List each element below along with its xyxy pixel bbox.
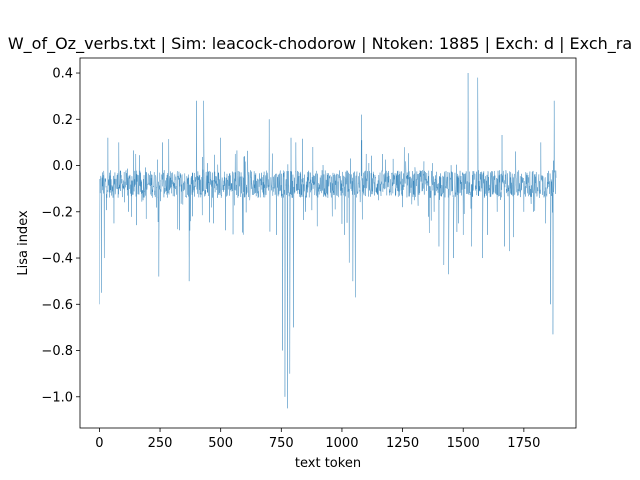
y-tick-label: −0.8 <box>41 344 73 359</box>
x-tick-label: 750 <box>269 436 294 451</box>
plot-frame <box>79 57 577 429</box>
x-axis-ticks: 0 250 500 750 1000 1250 1500 1750 <box>95 428 540 451</box>
x-tick-label: 1250 <box>386 436 419 451</box>
x-tick-label: 1000 <box>325 436 358 451</box>
x-tick-label: 1750 <box>507 436 540 451</box>
y-tick-label: 0.4 <box>52 67 73 82</box>
plot-background <box>80 58 576 428</box>
y-tick-label: 0.0 <box>52 159 73 174</box>
y-tick-label: 0.2 <box>52 113 73 128</box>
x-tick-label: 250 <box>148 436 173 451</box>
y-tick-label: −0.6 <box>41 298 73 313</box>
y-tick-label: −0.2 <box>41 205 73 220</box>
y-tick-label: −1.0 <box>41 390 73 405</box>
x-tick-label: 0 <box>95 436 103 451</box>
x-axis-label: text token <box>295 456 361 471</box>
series-path <box>99 73 557 409</box>
x-tick-label: 500 <box>208 436 233 451</box>
series-line <box>99 73 557 409</box>
y-axis-label: Lisa index <box>16 210 31 276</box>
x-tick-label: 1500 <box>447 436 480 451</box>
plot-area <box>79 57 577 429</box>
chart-title: W_of_Oz_verbs.txt | Sim: leacock-chodoro… <box>8 34 632 54</box>
y-tick-label: −0.4 <box>41 252 73 267</box>
y-axis-ticks: 0.4 0.2 0.0 −0.2 −0.4 −0.6 −0.8 −1.0 <box>41 67 80 405</box>
